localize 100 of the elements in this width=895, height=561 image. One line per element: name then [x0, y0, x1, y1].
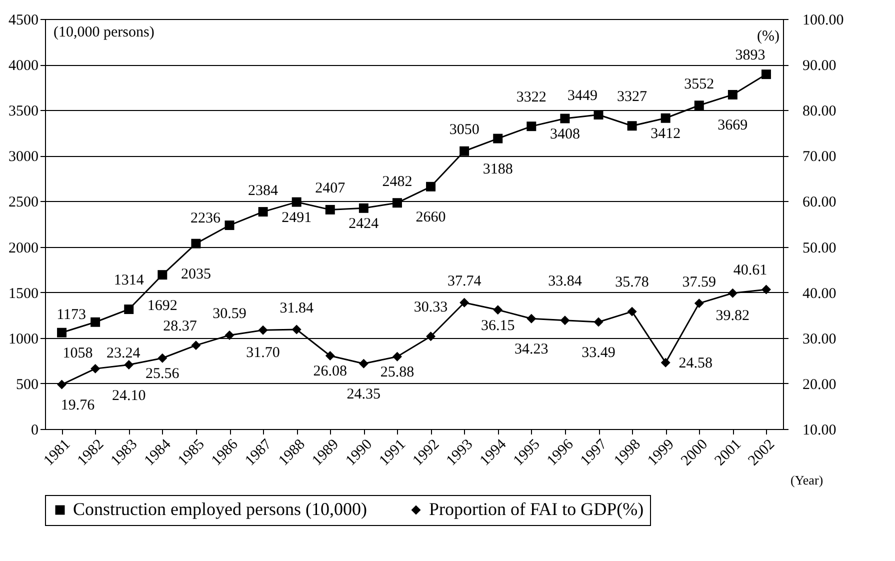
y-tick-label: 3500 [8, 104, 38, 120]
data-label: 3412 [650, 126, 681, 142]
y2-tick-label: 70.00 [802, 149, 836, 166]
point [90, 317, 100, 327]
data-label: 3669 [718, 118, 748, 134]
point [124, 304, 134, 314]
point [57, 380, 67, 390]
y2-tick-label: 100.00 [802, 12, 844, 28]
data-label: 33.84 [548, 273, 582, 290]
data-label: 2035 [180, 266, 211, 283]
point [258, 325, 268, 335]
data-label: 3327 [617, 88, 648, 105]
data-label: 24.35 [346, 386, 381, 403]
data-label: 33.49 [582, 344, 616, 361]
point [694, 298, 704, 308]
point [728, 90, 738, 100]
point [258, 207, 268, 217]
data-label: 2482 [382, 174, 412, 190]
point [292, 324, 302, 334]
data-label: 2660 [416, 210, 446, 226]
point [594, 110, 604, 120]
x-tick-label: 1991 [376, 436, 410, 470]
point [191, 238, 201, 248]
point [660, 358, 670, 368]
point [728, 288, 738, 298]
point [224, 220, 234, 230]
data-label: 40.61 [733, 262, 768, 279]
data-label: 2407 [315, 180, 346, 197]
data-label: 31.84 [280, 300, 314, 317]
point [460, 146, 470, 156]
point [325, 351, 335, 360]
data-label: 3408 [550, 126, 580, 142]
y-tick-label: 0 [31, 422, 38, 438]
point [224, 330, 234, 340]
point [392, 198, 402, 208]
point [761, 70, 771, 80]
data-label: 1314 [114, 272, 144, 288]
y-tick-label: 2500 [8, 194, 38, 211]
point [158, 270, 168, 280]
data-label: 3050 [449, 122, 480, 138]
data-label: 37.59 [682, 274, 716, 290]
data-label: 2236 [190, 210, 221, 226]
data-label: 3322 [516, 89, 546, 106]
data-label: 28.37 [163, 318, 198, 334]
point [325, 204, 335, 214]
point [660, 113, 670, 123]
data-label: 30.33 [414, 299, 448, 316]
x-tick-label: 1981 [41, 436, 74, 470]
point [560, 114, 570, 124]
y-tick-label: 500 [16, 376, 38, 393]
y-tick-label: 4500 [8, 12, 38, 28]
y2-tick-label: 90.00 [802, 58, 836, 74]
y2-tick-label: 60.00 [802, 194, 836, 211]
y2-tick-label: 40.00 [802, 286, 836, 302]
data-label: 36.15 [480, 318, 515, 334]
point [90, 364, 100, 374]
data-label: 1058 [62, 346, 93, 362]
data-label: 1173 [56, 307, 86, 324]
data-label: 26.08 [313, 364, 348, 380]
point [526, 122, 536, 132]
data-label: 34.23 [514, 342, 548, 358]
point [426, 332, 436, 342]
data-label: 19.76 [60, 398, 96, 414]
point [493, 305, 503, 315]
y-tick-label: 1500 [8, 286, 38, 302]
y2-tick-label: 80.00 [802, 104, 836, 120]
y2-axis-title: (%) [757, 28, 780, 44]
data-label: 24.58 [678, 356, 712, 372]
y2-tick-label: 50.00 [802, 240, 836, 256]
y2-tick-label: 30.00 [802, 331, 836, 348]
data-label: 2491 [282, 210, 312, 226]
data-label: 25.56 [146, 366, 180, 382]
data-label: 31.70 [246, 345, 280, 362]
data-label: 3552 [684, 76, 714, 92]
data-label: 2424 [348, 216, 380, 232]
data-label: 3188 [482, 162, 513, 178]
data-label: 25.88 [380, 364, 414, 381]
y2-tick-label: 10.00 [802, 422, 836, 438]
data-label: 1692 [147, 298, 178, 314]
point [694, 100, 704, 110]
point [627, 121, 637, 131]
legend-label: Construction employed persons (10,000) [73, 499, 367, 519]
data-label: 2384 [248, 182, 279, 199]
data-label: 3449 [568, 88, 598, 104]
data-label: 39.82 [716, 308, 750, 324]
point [526, 314, 536, 324]
y2-tick-label: 20.00 [802, 376, 836, 393]
point [392, 352, 402, 362]
point [358, 203, 368, 213]
y-axis-title: (10,000 persons) [54, 24, 154, 40]
x-axis-title: (Year) [790, 472, 824, 488]
point [560, 316, 570, 326]
point [358, 358, 368, 368]
point [761, 284, 771, 294]
y-tick-label: 3000 [8, 149, 38, 166]
data-label: 37.74 [447, 274, 482, 290]
data-label: 23.24 [106, 346, 141, 362]
data-label: 35.78 [615, 274, 649, 291]
y-tick-label: 4000 [8, 58, 38, 74]
point [426, 182, 436, 192]
